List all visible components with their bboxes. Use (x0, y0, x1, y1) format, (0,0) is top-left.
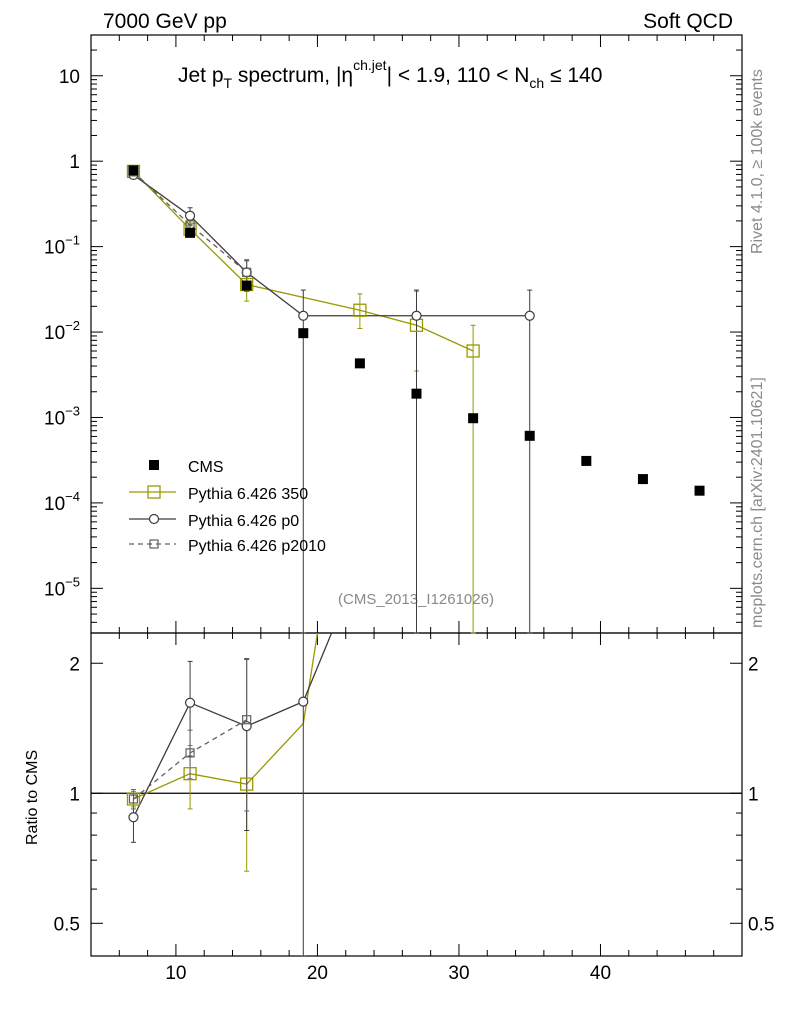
data-point (242, 267, 252, 277)
ratio-line-1 (133, 633, 319, 800)
legend-marker-cms (149, 460, 159, 470)
ratio-point (240, 777, 254, 791)
y-tick-label: 10 (59, 67, 80, 88)
data-point (468, 413, 479, 424)
y-tick-label: 10−4 (44, 489, 80, 515)
data-point (694, 485, 705, 496)
legend-marker-350 (147, 485, 161, 499)
legend-marker-p0 (148, 513, 160, 525)
ratio-y-tick-label: 0.5 (54, 914, 80, 935)
ratio-clipped-group (126, 633, 333, 956)
chart-title: Jet pT spectrum, |ηch.jet| < 1.9, 110 < … (178, 57, 602, 91)
legend-label-350: Pythia 6.426 350 (188, 486, 308, 503)
y-tick-label-exponent: −3 (65, 403, 80, 418)
title-part: Jet p (178, 64, 224, 87)
ratio-y-axis-label: Ratio to CMS (24, 750, 41, 845)
ratio-y-tick-label-right: 0.5 (748, 914, 774, 935)
main-plot-data (126, 164, 705, 634)
data-point (524, 310, 535, 321)
title-part: spectrum, |η (232, 64, 353, 87)
x-tick-label: 40 (590, 963, 611, 984)
data-point (353, 303, 367, 317)
y-tick-label-base: 10 (44, 323, 65, 344)
y-tick-label-base: 10 (44, 494, 65, 515)
y-tick-label-base: 10 (44, 579, 65, 600)
y-tick-label: 10−3 (44, 403, 80, 429)
title-sup-eta: ch.jet (353, 57, 387, 73)
ratio-point (126, 792, 141, 806)
ratio-point (128, 812, 139, 823)
axis-ticks (91, 34, 742, 956)
ratio-y-tick-label: 2 (69, 654, 80, 675)
series-line-2 (133, 174, 530, 317)
ratio-point (241, 721, 252, 732)
energy-label: 7000 GeV pp (103, 10, 227, 33)
ratio-point (183, 767, 197, 781)
data-point (466, 344, 480, 358)
y-tick-label: 10−1 (44, 233, 80, 259)
y-tick-label-exponent: −4 (65, 489, 80, 504)
ratio-point (184, 697, 196, 708)
title-part: | < 1.9, 110 < N (387, 64, 530, 87)
y-tick-label: 10−5 (44, 574, 80, 600)
x-tick-label: 10 (165, 963, 186, 984)
title-part: ≤ 140 (544, 64, 602, 87)
ratio-y-tick-labels: 2 2 1 1 0.5 0.5 (54, 654, 775, 935)
ratio-y-tick-label: 1 (69, 784, 80, 805)
data-point (411, 310, 422, 321)
data-point (411, 388, 422, 399)
ratio-point (128, 794, 139, 804)
x-tick-labels: 10 20 30 40 (165, 963, 611, 984)
data-point (298, 328, 309, 339)
ratio-point (185, 748, 195, 758)
rivet-version-label: Rivet 4.1.0, ≥ 100k events (749, 69, 766, 254)
ratio-y-tick-label-right: 2 (748, 654, 759, 675)
data-point (298, 310, 309, 321)
data-point (581, 455, 592, 466)
y-tick-label-base: 10 (44, 238, 65, 259)
data-point (185, 227, 196, 238)
legend-label-p0: Pythia 6.426 p0 (188, 513, 299, 530)
ratio-y-tick-label-right: 1 (748, 784, 759, 805)
y-tick-label-exponent: −2 (65, 318, 80, 333)
title-sub-ch: ch (529, 75, 544, 91)
data-point (128, 165, 139, 176)
y-tick-label-exponent: −1 (65, 233, 80, 248)
legend: CMS Pythia 6.426 350 Pythia 6.426 p0 Pyt… (129, 459, 326, 555)
data-point (184, 210, 196, 221)
ratio-point (242, 715, 252, 725)
data-point (241, 267, 252, 278)
ratio-plot-data (126, 633, 333, 956)
category-label: Soft QCD (643, 10, 733, 33)
data-point (241, 280, 252, 291)
x-tick-label: 20 (307, 963, 328, 984)
data-point (524, 430, 535, 441)
y-tick-label: 10−2 (44, 318, 80, 344)
mcplots-label: mcplots.cern.ch [arXiv:2401.10621] (749, 377, 766, 628)
data-point (354, 358, 365, 369)
x-tick-label: 30 (448, 963, 469, 984)
ratio-point (298, 696, 309, 707)
ratio-plot-frame (90, 632, 743, 957)
y-tick-label-exponent: −5 (65, 574, 80, 589)
data-point (637, 474, 648, 485)
legend-label-cms: CMS (188, 459, 224, 476)
y-tick-label-base: 10 (44, 408, 65, 429)
legend-label-p2010: Pythia 6.426 p2010 (188, 538, 326, 555)
y-tick-label: 1 (69, 152, 80, 173)
series-line-3 (133, 171, 248, 273)
legend-marker-p2010 (149, 539, 159, 549)
title-sub-t: T (224, 75, 233, 91)
